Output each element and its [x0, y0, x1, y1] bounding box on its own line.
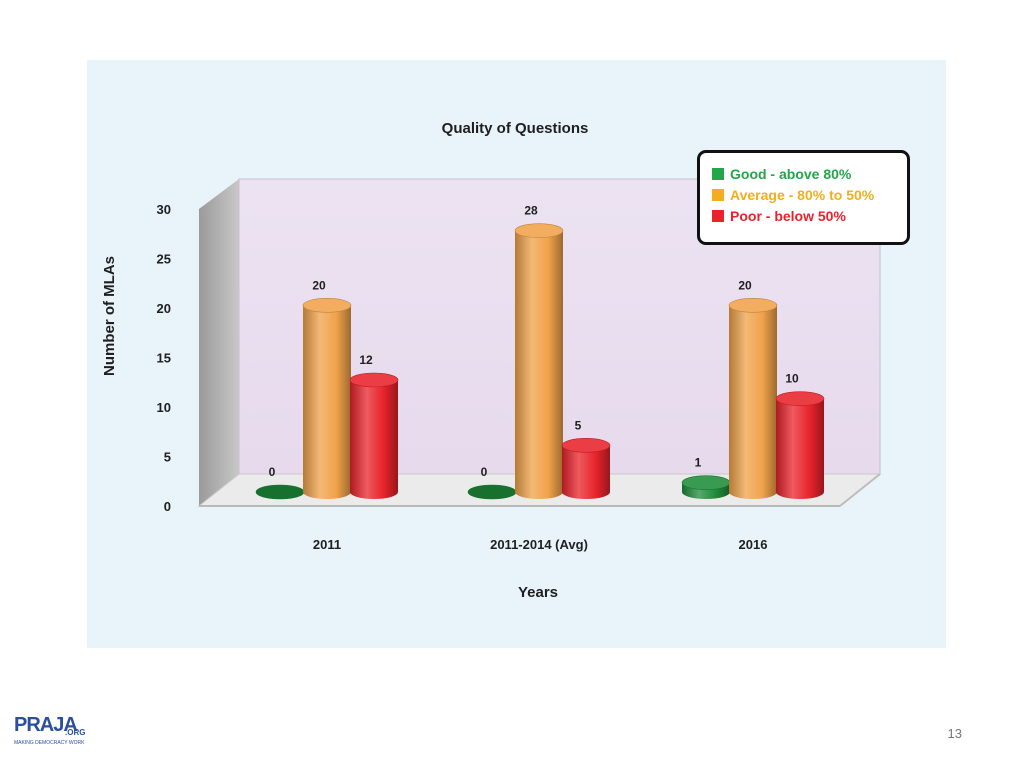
bar-body — [562, 445, 610, 499]
bar-cap — [775, 391, 825, 406]
legend-item-poor: Poor - below 50% — [712, 205, 907, 226]
y-tick-label: 0 — [164, 499, 171, 514]
data-label-poor-1: 5 — [575, 418, 582, 432]
x-tick-label-1: 2011-2014 (Avg) — [490, 537, 588, 552]
data-label-poor-0: 12 — [359, 353, 373, 367]
logo-suffix: .ORG — [65, 728, 86, 737]
bar-average-0 — [302, 298, 352, 499]
bar-poor-0 — [349, 372, 399, 499]
y-tick-label: 25 — [157, 252, 171, 267]
page-number: 13 — [947, 726, 962, 741]
chart-title: Quality of Questions — [442, 120, 589, 137]
bar-cap — [255, 484, 305, 500]
praja-logo: PRAJA .ORG MAKING DEMOCRACY WORK — [14, 712, 86, 752]
legend-label-average: Average - 80% to 50% — [730, 186, 875, 203]
bar-cap — [561, 438, 611, 453]
bars — [255, 223, 825, 500]
legend-swatch-good — [712, 167, 724, 180]
bar-cap — [467, 484, 517, 500]
x-axis-label: Years — [518, 584, 558, 601]
y-tick-label: 10 — [157, 400, 171, 415]
y-tick-label: 15 — [157, 351, 171, 366]
y-axis-label: Number of MLAs — [101, 256, 118, 376]
data-label-good-0: 0 — [269, 465, 276, 479]
chart-legend: Good - above 80% Average - 80% to 50% Po… — [697, 150, 910, 245]
legend-label-good: Good - above 80% — [730, 165, 852, 182]
bar-body — [303, 305, 351, 499]
bar-cap — [514, 223, 564, 238]
y-axis-ticks: 0 5 10 15 20 25 30 — [157, 202, 171, 514]
legend-swatch-average — [712, 188, 724, 201]
plot-side-wall — [199, 179, 239, 506]
legend-item-good: Good - above 80% — [712, 163, 907, 184]
legend-item-average: Average - 80% to 50% — [712, 184, 907, 205]
x-tick-label-0: 2011 — [313, 537, 341, 552]
bar-cap — [681, 475, 731, 490]
x-tick-label-2: 2016 — [739, 537, 768, 552]
bar-good-2 — [681, 475, 731, 499]
bar-body — [776, 398, 824, 499]
bar-good-1 — [467, 484, 517, 500]
bar-poor-2 — [775, 391, 825, 499]
logo-tagline: MAKING DEMOCRACY WORK — [14, 740, 85, 746]
bar-cap — [728, 298, 778, 313]
legend-label-poor: Poor - below 50% — [730, 207, 846, 224]
data-label-poor-2: 10 — [785, 372, 799, 386]
x-axis-tick-labels: 2011 2011-2014 (Avg) 2016 — [313, 537, 768, 552]
bar-poor-1 — [561, 438, 611, 499]
bar-average-2 — [728, 298, 778, 499]
bar-average-1 — [514, 223, 564, 499]
data-label-good-1: 0 — [481, 465, 488, 479]
bar-body — [729, 305, 777, 499]
data-label-good-2: 1 — [695, 456, 702, 470]
legend-swatch-poor — [712, 209, 724, 222]
y-tick-label: 20 — [157, 301, 171, 316]
bar-body — [515, 230, 563, 499]
y-tick-label: 30 — [157, 202, 171, 217]
bar-good-0 — [255, 484, 305, 500]
bar-body — [350, 380, 398, 499]
y-tick-label: 5 — [164, 450, 171, 465]
data-label-average-2: 20 — [738, 278, 752, 292]
chart-panel: 0 5 10 15 20 25 30 0 20 12 0 28 5 1 20 10 2011 2011-201… — [87, 60, 946, 648]
bar-cap — [349, 372, 399, 388]
data-label-average-1: 28 — [524, 204, 538, 218]
logo-wordmark: PRAJA — [14, 714, 78, 736]
data-label-average-0: 20 — [312, 278, 326, 292]
plot-floor-right-edge — [839, 473, 881, 507]
bar-cap — [302, 298, 352, 313]
